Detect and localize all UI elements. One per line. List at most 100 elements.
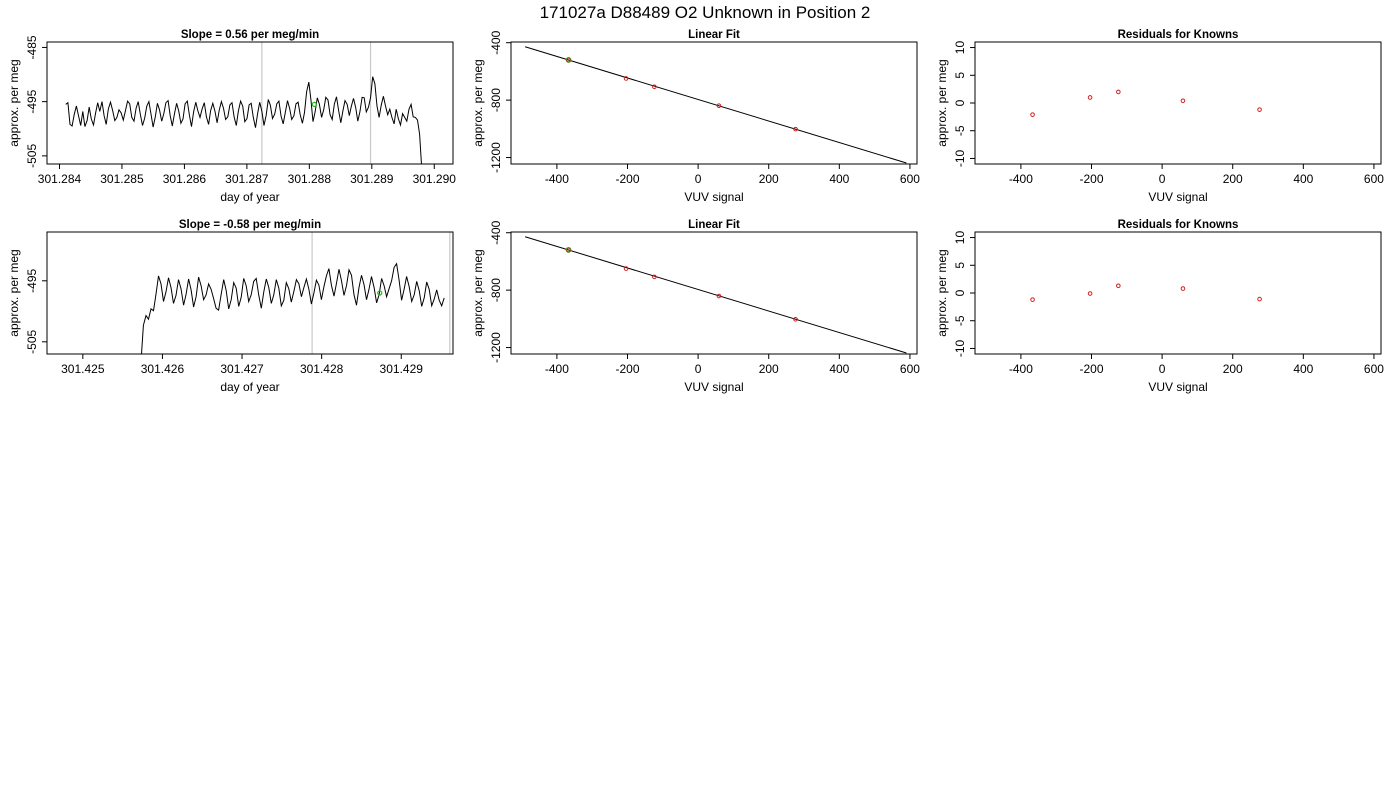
x-axis-label: day of year [220,190,279,204]
x-tick-label: 301.286 [163,172,207,186]
y-tick-label: -495 [25,268,39,292]
x-axis-label: VUV signal [1148,190,1207,204]
chart-panel-2: Linear Fit -400 -200 0 200 400 600 VUV signal -1… [471,29,920,204]
x-tick-label: 0 [1159,172,1166,186]
y-tick-label: 10 [953,41,967,55]
known-point [652,84,657,90]
chart-title: Slope = -0.58 per meg/min [179,219,321,231]
chart-title: Slope = 0.56 per meg/min [181,29,319,41]
residual-point [1180,286,1186,291]
figure-title: 171027a D88489 O2 Unknown in Position 2 [540,3,871,22]
residual-point [1116,283,1121,289]
chart-title: Linear Fit [688,219,740,231]
x-axis-label: VUV signal [684,380,743,394]
x-tick-label: -400 [545,172,569,186]
unknown-sample-point [311,101,317,107]
x-tick-label: 301.429 [380,362,424,376]
x-tick-label: 400 [829,362,849,376]
chart-panel-4: Slope = -0.58 per meg/min 301.425 301.426 3… [7,219,454,394]
residual-point [1116,89,1121,95]
y-tick-label: -5 [953,315,967,326]
plot-frame [974,41,1382,165]
x-tick-label: 600 [1364,362,1384,376]
plot-frame [974,231,1382,355]
x-tick-label: 0 [695,172,702,186]
x-tick-label: 600 [1364,172,1384,186]
x-tick-label: 200 [759,362,779,376]
y-tick-label: -1200 [489,142,503,173]
y-axis-label: approx. per meg [471,59,485,146]
known-point [566,247,571,253]
chart-panel-3: Residuals for Knowns -400 -200 0 200 400 600 VU… [935,29,1384,204]
residual-point [1030,112,1035,117]
x-tick-label: 301.290 [413,172,457,186]
known-point [716,103,722,109]
known-point [716,293,722,299]
y-tick-label: 10 [953,231,967,245]
x-axis-label: day of year [220,380,279,394]
plot-frame [510,41,918,165]
plot-data [1030,89,1262,117]
x-tick-label: -400 [545,362,569,376]
x-tick-label: 301.287 [225,172,269,186]
x-tick-label: 600 [900,362,920,376]
x-tick-label: 400 [1293,172,1313,186]
x-tick-label: -200 [615,362,639,376]
y-tick-label: -800 [489,278,503,302]
chart-panel-1: Slope = 0.56 per meg/min 301.284 301.285 30… [7,29,456,204]
y-axis-label: approx. per meg [7,59,21,146]
residual-point [1030,297,1035,302]
x-tick-label: -400 [1009,172,1033,186]
data-series-line [141,262,445,354]
x-tick-label: 0 [1159,362,1166,376]
plot-data [524,236,907,354]
chart-panel-6: Residuals for Knowns -400 -200 0 200 400 600 VU… [935,219,1384,394]
x-tick-label: 301.284 [38,172,82,186]
known-point [793,316,798,322]
fit-line [524,236,907,354]
x-tick-label: 400 [1293,362,1313,376]
y-tick-label: -495 [25,89,39,113]
x-tick-label: -200 [1079,362,1103,376]
x-tick-label: -200 [615,172,639,186]
y-tick-label: 5 [953,72,967,79]
x-tick-label: 301.428 [300,362,344,376]
y-tick-label: -505 [25,329,39,353]
unknown-sample-point [377,290,383,296]
y-axis-label: approx. per meg [7,249,21,336]
plot-frame [510,231,918,355]
x-tick-label: 200 [1223,362,1243,376]
fit-line [524,46,907,164]
x-tick-label: 200 [759,172,779,186]
residual-point [1257,296,1262,302]
y-tick-label: -10 [953,339,967,357]
x-tick-label: 301.289 [350,172,394,186]
y-tick-label: -505 [25,144,39,168]
plot-data [65,42,422,164]
y-axis-label: approx. per meg [935,249,949,336]
x-tick-label: 301.426 [141,362,185,376]
y-axis-label: approx. per meg [471,249,485,336]
x-tick-label: -200 [1079,172,1103,186]
residual-point [1180,98,1186,104]
known-point [566,57,571,63]
plot-data [524,46,907,164]
known-point [652,274,657,280]
y-tick-label: -485 [25,35,39,59]
y-axis-label: approx. per meg [935,59,949,146]
x-tick-label: 400 [829,172,849,186]
chart-title: Residuals for Knowns [1118,29,1239,41]
y-tick-label: -400 [489,30,503,54]
plot-frame [46,231,454,355]
y-tick-label: -5 [953,125,967,136]
chart-title: Residuals for Knowns [1118,219,1239,231]
y-tick-label: 0 [953,289,967,296]
plot-frame [46,41,454,165]
chart-panel-5: Linear Fit -400 -200 0 200 400 600 VUV signal -1… [471,219,920,394]
x-axis-label: VUV signal [684,190,743,204]
residual-point [1087,95,1093,100]
residual-point [1087,291,1093,296]
known-point [623,76,629,81]
known-point [623,266,629,271]
